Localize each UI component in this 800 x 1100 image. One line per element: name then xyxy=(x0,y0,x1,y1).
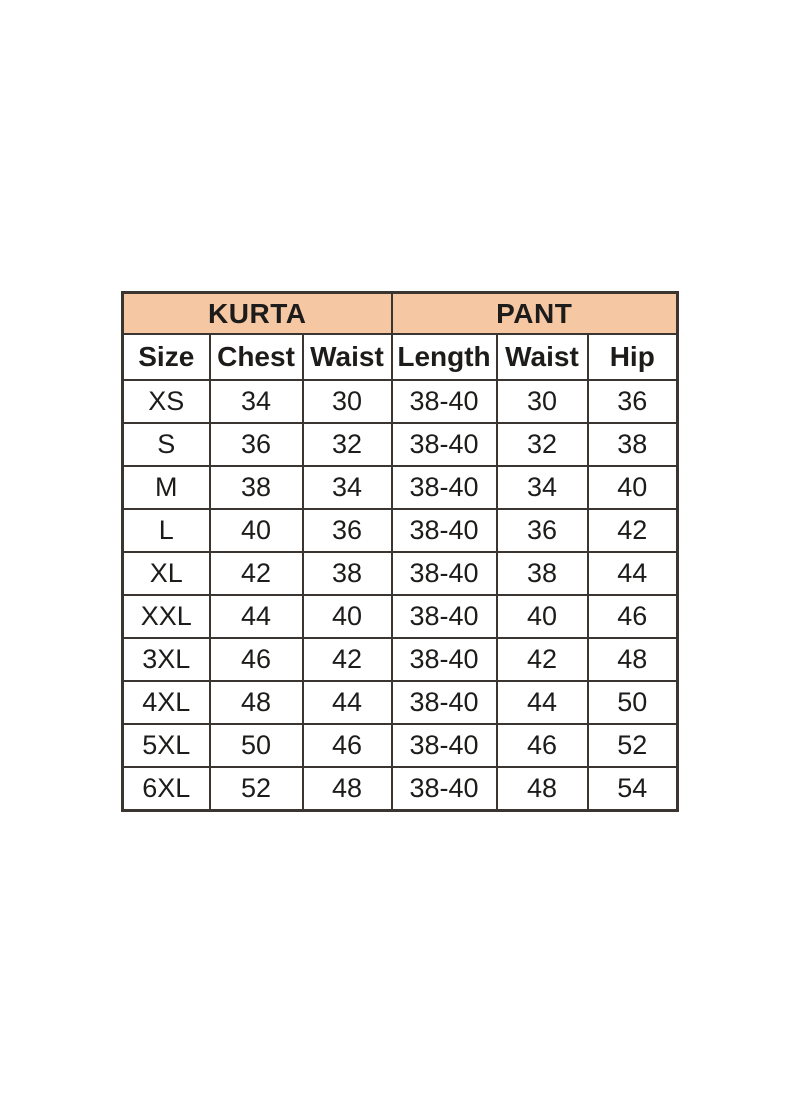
value-cell: 44 xyxy=(208,594,304,639)
col-header-pant-waist: Waist xyxy=(495,333,589,381)
col-header-hip: Hip xyxy=(586,333,679,381)
size-cell: M xyxy=(121,465,211,510)
value-cell: 46 xyxy=(495,723,589,768)
value-cell: 36 xyxy=(495,508,589,553)
value-cell: 50 xyxy=(586,680,679,725)
value-cell: 36 xyxy=(208,422,304,467)
value-cell: 46 xyxy=(301,723,393,768)
value-cell: 40 xyxy=(495,594,589,639)
value-cell: 34 xyxy=(495,465,589,510)
table-row-m: M 38 34 38-40 34 40 xyxy=(121,465,679,510)
value-cell: 42 xyxy=(208,551,304,596)
value-cell: 44 xyxy=(586,551,679,596)
value-cell: 38-40 xyxy=(390,508,498,553)
value-cell: 38-40 xyxy=(390,637,498,682)
value-cell: 42 xyxy=(301,637,393,682)
col-header-kurta-waist: Waist xyxy=(301,333,393,381)
table-row-xxl: XXL 44 40 38-40 40 46 xyxy=(121,594,679,639)
size-cell: L xyxy=(121,508,211,553)
size-cell: XS xyxy=(121,379,211,424)
value-cell: 40 xyxy=(208,508,304,553)
value-cell: 32 xyxy=(301,422,393,467)
size-cell: 3XL xyxy=(121,637,211,682)
value-cell: 38-40 xyxy=(390,723,498,768)
value-cell: 36 xyxy=(301,508,393,553)
size-cell: 6XL xyxy=(121,766,211,812)
table-row-xs: XS 34 30 38-40 30 36 xyxy=(121,379,679,424)
value-cell: 44 xyxy=(301,680,393,725)
column-header-row: Size Chest Waist Length Waist Hip xyxy=(121,333,679,381)
table-row-l: L 40 36 38-40 36 42 xyxy=(121,508,679,553)
value-cell: 30 xyxy=(495,379,589,424)
value-cell: 38-40 xyxy=(390,766,498,812)
value-cell: 44 xyxy=(495,680,589,725)
value-cell: 32 xyxy=(495,422,589,467)
size-cell: S xyxy=(121,422,211,467)
table-row-5xl: 5XL 50 46 38-40 46 52 xyxy=(121,723,679,768)
value-cell: 38 xyxy=(301,551,393,596)
size-cell: 4XL xyxy=(121,680,211,725)
value-cell: 40 xyxy=(301,594,393,639)
value-cell: 46 xyxy=(208,637,304,682)
value-cell: 38-40 xyxy=(390,379,498,424)
value-cell: 34 xyxy=(208,379,304,424)
table-row-4xl: 4XL 48 44 38-40 44 50 xyxy=(121,680,679,725)
value-cell: 48 xyxy=(301,766,393,812)
value-cell: 52 xyxy=(586,723,679,768)
value-cell: 38 xyxy=(208,465,304,510)
value-cell: 38 xyxy=(586,422,679,467)
value-cell: 54 xyxy=(586,766,679,812)
size-cell: XXL xyxy=(121,594,211,639)
kurta-group-header: KURTA xyxy=(121,291,393,335)
value-cell: 38-40 xyxy=(390,422,498,467)
value-cell: 48 xyxy=(586,637,679,682)
col-header-length: Length xyxy=(390,333,498,381)
size-cell: 5XL xyxy=(121,723,211,768)
table-row-s: S 36 32 38-40 32 38 xyxy=(121,422,679,467)
table-row-3xl: 3XL 46 42 38-40 42 48 xyxy=(121,637,679,682)
value-cell: 52 xyxy=(208,766,304,812)
value-cell: 38-40 xyxy=(390,551,498,596)
value-cell: 38-40 xyxy=(390,680,498,725)
pant-group-header: PANT xyxy=(390,291,679,335)
table-row-xl: XL 42 38 38-40 38 44 xyxy=(121,551,679,596)
value-cell: 46 xyxy=(586,594,679,639)
value-cell: 50 xyxy=(208,723,304,768)
value-cell: 48 xyxy=(208,680,304,725)
size-chart-table: KURTA PANT Size Chest Waist Length Waist… xyxy=(121,291,679,812)
value-cell: 42 xyxy=(586,508,679,553)
value-cell: 36 xyxy=(586,379,679,424)
col-header-chest: Chest xyxy=(208,333,304,381)
value-cell: 38 xyxy=(495,551,589,596)
value-cell: 30 xyxy=(301,379,393,424)
table-row-6xl: 6XL 52 48 38-40 48 54 xyxy=(121,766,679,812)
value-cell: 42 xyxy=(495,637,589,682)
value-cell: 38-40 xyxy=(390,465,498,510)
col-header-size: Size xyxy=(121,333,211,381)
value-cell: 34 xyxy=(301,465,393,510)
value-cell: 38-40 xyxy=(390,594,498,639)
value-cell: 48 xyxy=(495,766,589,812)
value-cell: 40 xyxy=(586,465,679,510)
group-header-row: KURTA PANT xyxy=(121,291,679,335)
size-cell: XL xyxy=(121,551,211,596)
